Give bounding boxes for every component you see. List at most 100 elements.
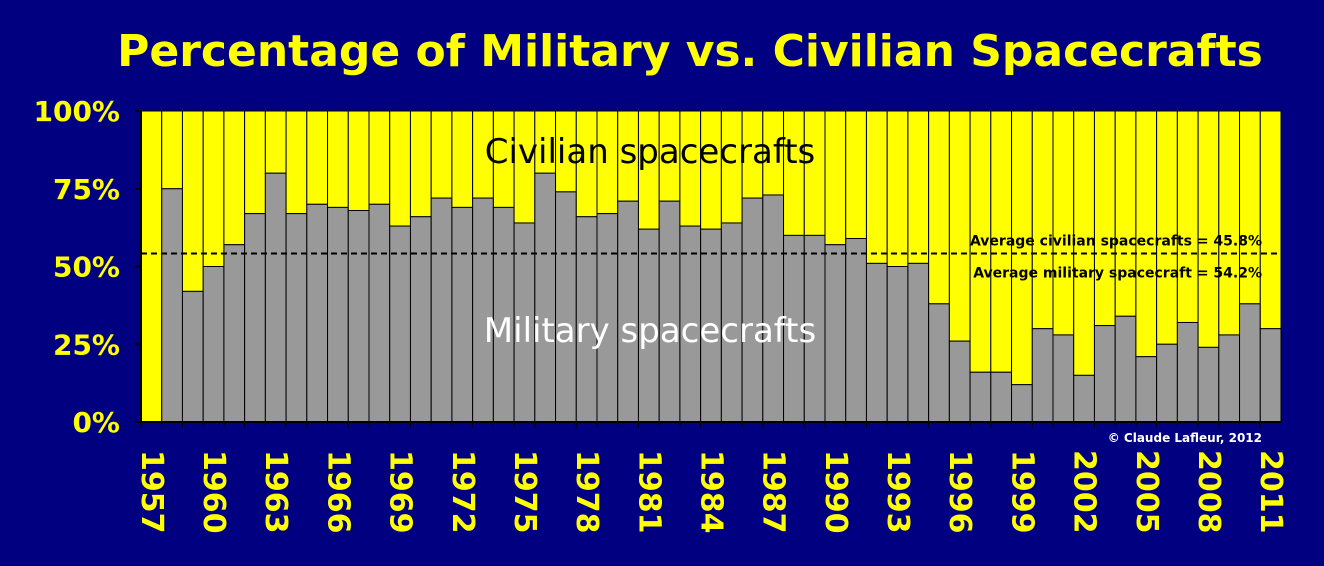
bar-civilian-1988	[783, 110, 805, 236]
bar-military-1998	[990, 371, 1013, 423]
x-tick-label: 2002	[1067, 450, 1102, 534]
x-tick-label: 1957	[134, 450, 169, 534]
bar-civilian-1962	[244, 110, 266, 215]
bar-civilian-1971	[430, 110, 453, 199]
x-tick-label: 1981	[631, 450, 666, 534]
bar-military-1958	[161, 188, 183, 423]
x-tick-label: 1966	[320, 450, 355, 534]
bar-civilian-2003	[1093, 110, 1116, 327]
y-tick-label: 100%	[33, 95, 120, 128]
bar-civilian-2000	[1031, 110, 1054, 330]
x-tick-label: 1993	[880, 450, 915, 534]
y-tick-label: 50%	[53, 251, 120, 284]
bar-civilian-1959	[181, 110, 204, 292]
bar-military-1969	[389, 225, 411, 423]
bar-military-1972	[451, 206, 474, 423]
x-tick-label: 2008	[1191, 450, 1226, 534]
bar-military-1970	[409, 216, 432, 423]
bar-military-2004	[1114, 315, 1137, 423]
bars-group	[140, 110, 1282, 423]
x-tick-label: 1987	[756, 450, 791, 534]
x-tick-label: 1972	[445, 450, 480, 534]
bar-military-2002	[1073, 374, 1095, 423]
bar-civilian-1972	[451, 110, 474, 208]
bar-civilian-1965	[306, 110, 329, 205]
bar-civilian-1967	[347, 110, 370, 212]
average-civilian-label: Average civilian spacecrafts = 45.8%	[970, 233, 1262, 249]
bar-civilian-1968	[368, 110, 391, 205]
x-tick-label: 1975	[507, 450, 542, 534]
bar-civilian-2007	[1176, 110, 1199, 323]
bar-civilian-1990	[824, 110, 847, 246]
bar-military-1965	[306, 203, 329, 423]
y-tick-label: 75%	[53, 173, 120, 206]
bar-civilian-1966	[327, 110, 349, 208]
bar-military-1994	[907, 262, 930, 423]
bar-military-1964	[285, 213, 308, 423]
bar-military-2000	[1031, 328, 1054, 423]
bar-military-1991	[845, 238, 867, 423]
bar-military-1961	[223, 244, 246, 423]
bar-civilian-2009	[1218, 110, 1241, 336]
bar-civilian-1992	[865, 110, 888, 264]
bar-military-2008	[1197, 346, 1220, 423]
bar-military-1992	[865, 262, 888, 423]
bar-civilian-2006	[1156, 110, 1178, 345]
bar-military-1963	[264, 172, 287, 423]
y-tick-label: 0%	[72, 406, 120, 439]
bar-military-2009	[1218, 334, 1241, 423]
bar-military-1996	[948, 340, 971, 423]
bar-civilian-1994	[907, 110, 930, 264]
x-tick-label: 1963	[258, 450, 293, 534]
x-ticks-group: 1957 1960 1963 1966 1969 1972 1975 1978 1981 1984…	[134, 422, 1288, 534]
y-tick-label: 25%	[53, 328, 120, 361]
bar-military-2003	[1093, 325, 1116, 423]
x-tick-label: 1960	[196, 450, 231, 534]
x-tick-label: 2011	[1253, 450, 1288, 534]
bar-civilian-1995	[928, 110, 950, 305]
x-tick-label: 1990	[818, 450, 853, 534]
bar-civilian-1960	[202, 110, 225, 267]
x-tick-label: 1969	[383, 450, 418, 534]
bar-military-1977	[555, 191, 577, 423]
bar-military-1959	[181, 290, 204, 423]
bar-military-1962	[244, 213, 266, 423]
bar-military-1966	[327, 206, 349, 423]
bar-civilian-1964	[285, 110, 308, 215]
bar-military-1968	[368, 203, 391, 423]
bar-civilian-1991	[845, 110, 867, 240]
bar-civilian-1957	[140, 110, 163, 423]
bar-military-1990	[824, 244, 847, 423]
bar-military-2010	[1239, 303, 1261, 423]
bar-civilian-1993	[886, 110, 909, 267]
bar-military-1997	[969, 371, 992, 423]
bar-military-1976	[534, 172, 557, 423]
bar-civilian-1969	[389, 110, 411, 227]
bar-civilian-1958	[161, 110, 183, 190]
bar-civilian-1970	[409, 110, 432, 218]
chart-title: Percentage of Military vs. Civilian Spac…	[117, 26, 1263, 77]
copyright-text: © Claude Lafleur, 2012	[1108, 431, 1262, 445]
bar-military-1987	[762, 194, 785, 423]
bar-military-1995	[928, 303, 950, 423]
bar-civilian-2004	[1114, 110, 1137, 317]
x-tick-label: 1978	[569, 450, 604, 534]
bar-civilian-2001	[1052, 110, 1075, 336]
bar-military-2001	[1052, 334, 1075, 423]
bar-military-2005	[1135, 356, 1158, 423]
bar-military-1993	[886, 266, 909, 423]
bar-civilian-1961	[223, 110, 246, 246]
x-tick-label: 1996	[942, 450, 977, 534]
bar-civilian-1996	[948, 110, 971, 342]
bar-civilian-2011	[1259, 110, 1282, 330]
x-tick-label: 1984	[694, 450, 729, 534]
average-military-label: Average military spacecraft = 54.2%	[973, 265, 1262, 281]
bar-civilian-1989	[803, 110, 826, 236]
bar-military-1967	[347, 210, 370, 423]
civilian-series-label: Civilian spacecrafts	[485, 132, 816, 172]
bar-military-1999	[1011, 384, 1033, 423]
bar-military-2007	[1176, 321, 1199, 423]
x-tick-label: 1999	[1004, 450, 1039, 534]
bar-military-2006	[1156, 343, 1178, 423]
